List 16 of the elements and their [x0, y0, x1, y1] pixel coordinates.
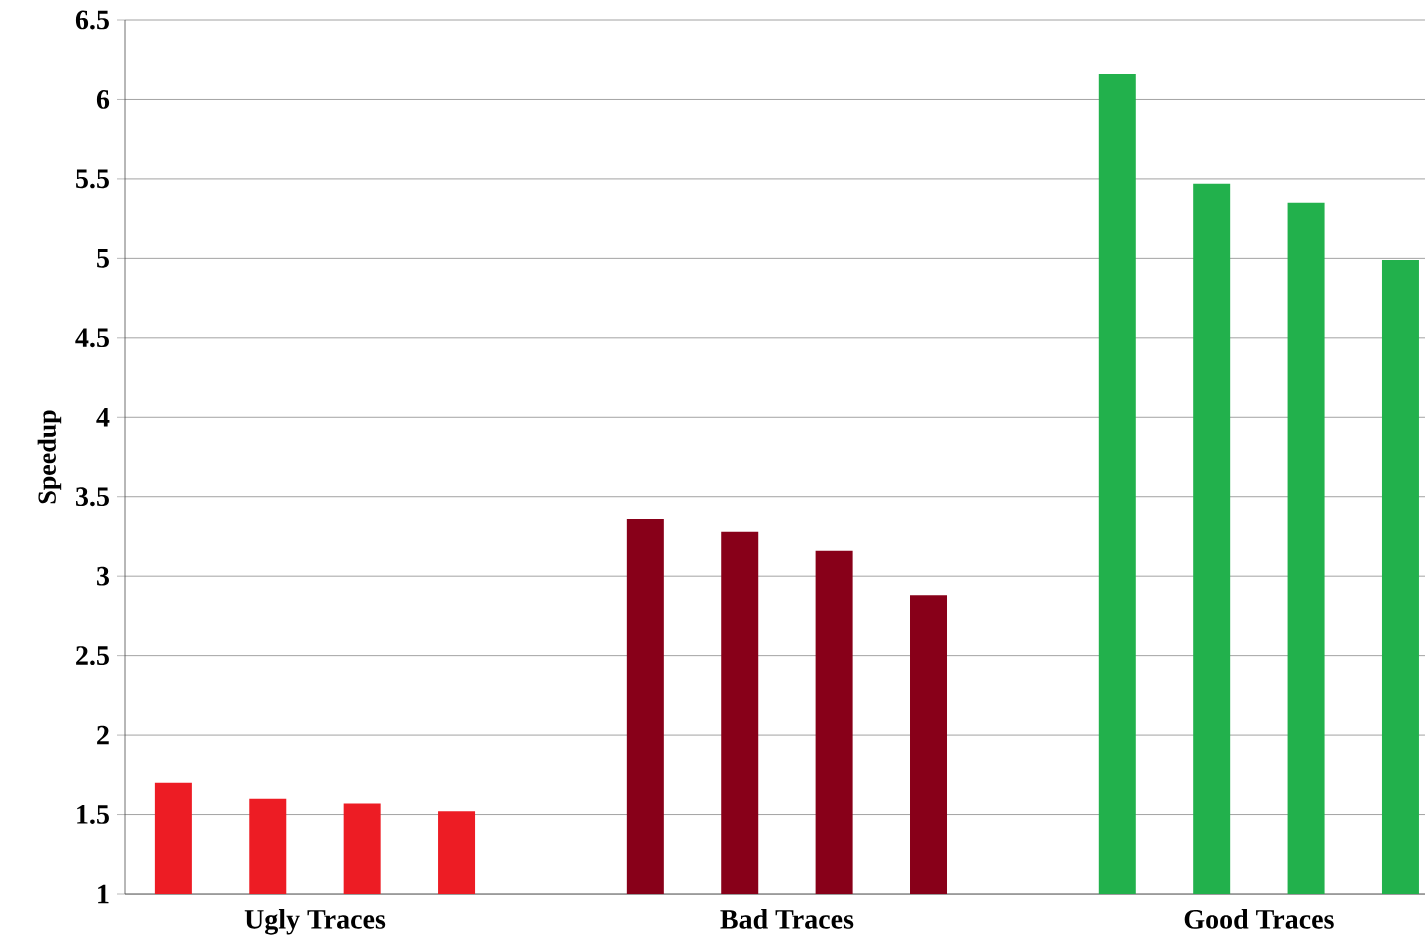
y-tick-label: 3 — [97, 566, 109, 586]
y-tick-label: 6 — [96, 90, 110, 109]
y-tick-label: 2.5 — [76, 646, 109, 666]
y-tick-label: 1 — [98, 884, 109, 904]
y-tick-label: 6.5 — [75, 10, 109, 30]
y-tick-label: 3.5 — [76, 487, 109, 507]
x-tick-label: Good Traces — [1184, 909, 1334, 929]
y-tick-label: 1.5 — [77, 805, 109, 824]
y-axis-title: Speedup — [37, 410, 62, 504]
x-tick-label: Bad Traces — [720, 909, 854, 929]
y-tick-label: 5 — [97, 249, 109, 268]
y-tick-label: 2 — [97, 725, 109, 745]
y-tick-label: 4.5 — [75, 328, 109, 348]
x-tick-label: Ugly Traces — [244, 909, 386, 935]
y-tick-label: 5.5 — [76, 169, 109, 189]
y-tick-label: 4 — [96, 408, 110, 427]
